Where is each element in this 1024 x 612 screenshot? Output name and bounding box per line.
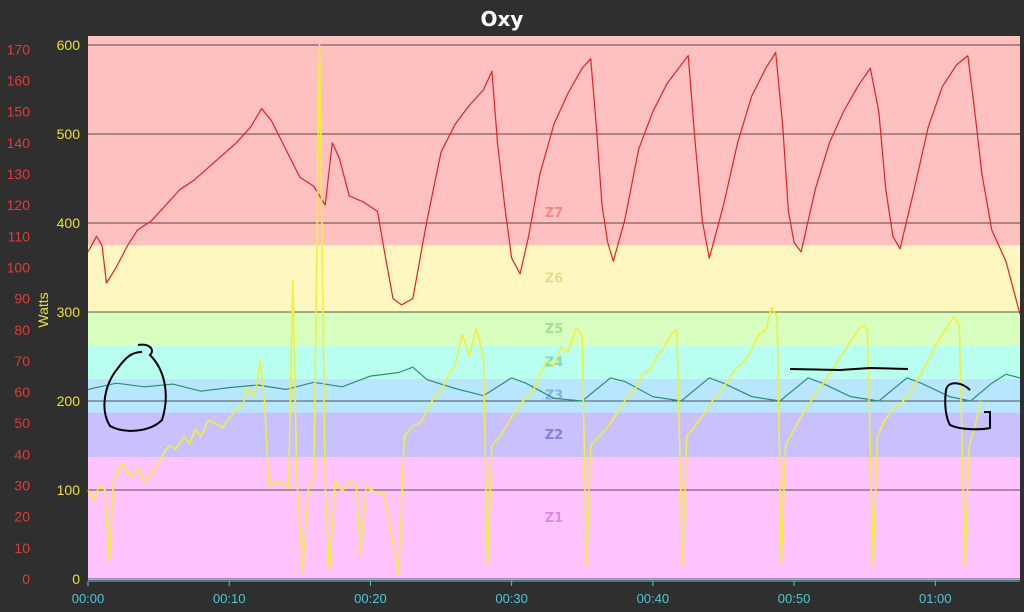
series-line-yellow (87, 44, 982, 576)
zone-band-z1 (88, 457, 1020, 579)
secondary-y-tick: 20 (14, 509, 30, 525)
x-tick-label: 00:30 (495, 591, 528, 606)
series-line-green (87, 366, 1021, 402)
primary-y-axis: 0 100 200 300 400 500 600 (57, 37, 81, 587)
annotation-line-right (789, 366, 909, 372)
x-tick-label: 01:00 (919, 591, 952, 606)
secondary-y-tick: 150 (7, 104, 31, 120)
primary-y-tick: 200 (57, 393, 81, 409)
zone-band-z6 (88, 245, 1020, 312)
primary-y-tick: 300 (57, 304, 81, 320)
secondary-y-axis: 0 10 20 30 40 50 60 70 80 90 100 110 120 130 140 150 160… (7, 41, 31, 587)
secondary-y-tick: 0 (22, 571, 30, 587)
y-axis-label: Watts (35, 292, 51, 327)
zone-label: Z1 (545, 511, 563, 526)
secondary-y-tick: 40 (14, 446, 30, 462)
chart-title: Oxy (481, 7, 524, 31)
secondary-y-tick: 80 (14, 322, 30, 338)
annotation-letter-g (944, 382, 991, 431)
secondary-y-tick: 110 (8, 228, 31, 244)
secondary-y-tick: 50 (14, 415, 30, 431)
primary-y-tick: 500 (57, 126, 81, 142)
x-tick-label: 00:00 (72, 591, 105, 606)
zone-band-z2 (88, 412, 1020, 458)
secondary-y-tick: 130 (7, 166, 31, 182)
zone-bands (88, 36, 1020, 580)
primary-y-tick: 600 (57, 37, 81, 53)
primary-y-tick: 0 (72, 571, 80, 587)
x-tick-label: 00:10 (213, 591, 246, 606)
primary-y-tick: 100 (57, 482, 81, 498)
series-lines (87, 44, 1021, 576)
secondary-y-tick: 120 (7, 197, 31, 213)
handwritten-annotations (103, 343, 991, 432)
zone-label: Z5 (545, 322, 563, 337)
series-line-red (87, 51, 1021, 315)
annotation-circle-left (103, 343, 167, 432)
x-tick-label: 00:50 (778, 591, 811, 606)
secondary-y-tick: 90 (14, 291, 30, 307)
zone-label: Z2 (545, 428, 563, 443)
primary-y-tick: 400 (57, 215, 81, 231)
secondary-y-tick: 170 (7, 41, 31, 57)
x-tick-label: 00:20 (354, 591, 387, 606)
zone-band-z5 (88, 312, 1020, 346)
secondary-y-tick: 60 (14, 384, 30, 400)
secondary-y-tick: 10 (14, 540, 30, 556)
secondary-y-tick: 140 (7, 135, 31, 151)
x-axis: 00:00 00:10 00:20 00:30 00:40 00:50 01:00 (72, 580, 1020, 606)
zone-band-z4 (88, 345, 1020, 379)
secondary-y-tick: 70 (14, 353, 30, 369)
zone-labels: Z1 Z2 Z3 Z4 Z5 Z6 Z7 (545, 206, 563, 526)
secondary-y-tick: 30 (14, 478, 30, 494)
zone-label: Z7 (545, 206, 563, 221)
secondary-y-tick: 100 (7, 259, 31, 275)
zone-label: Z3 (545, 389, 563, 404)
x-tick-label: 00:40 (637, 591, 670, 606)
zone-band-z7 (88, 36, 1020, 246)
zone-band-z3 (88, 378, 1020, 413)
zone-label: Z4 (545, 355, 563, 370)
zone-label: Z6 (545, 272, 563, 287)
secondary-y-tick: 160 (7, 73, 31, 89)
